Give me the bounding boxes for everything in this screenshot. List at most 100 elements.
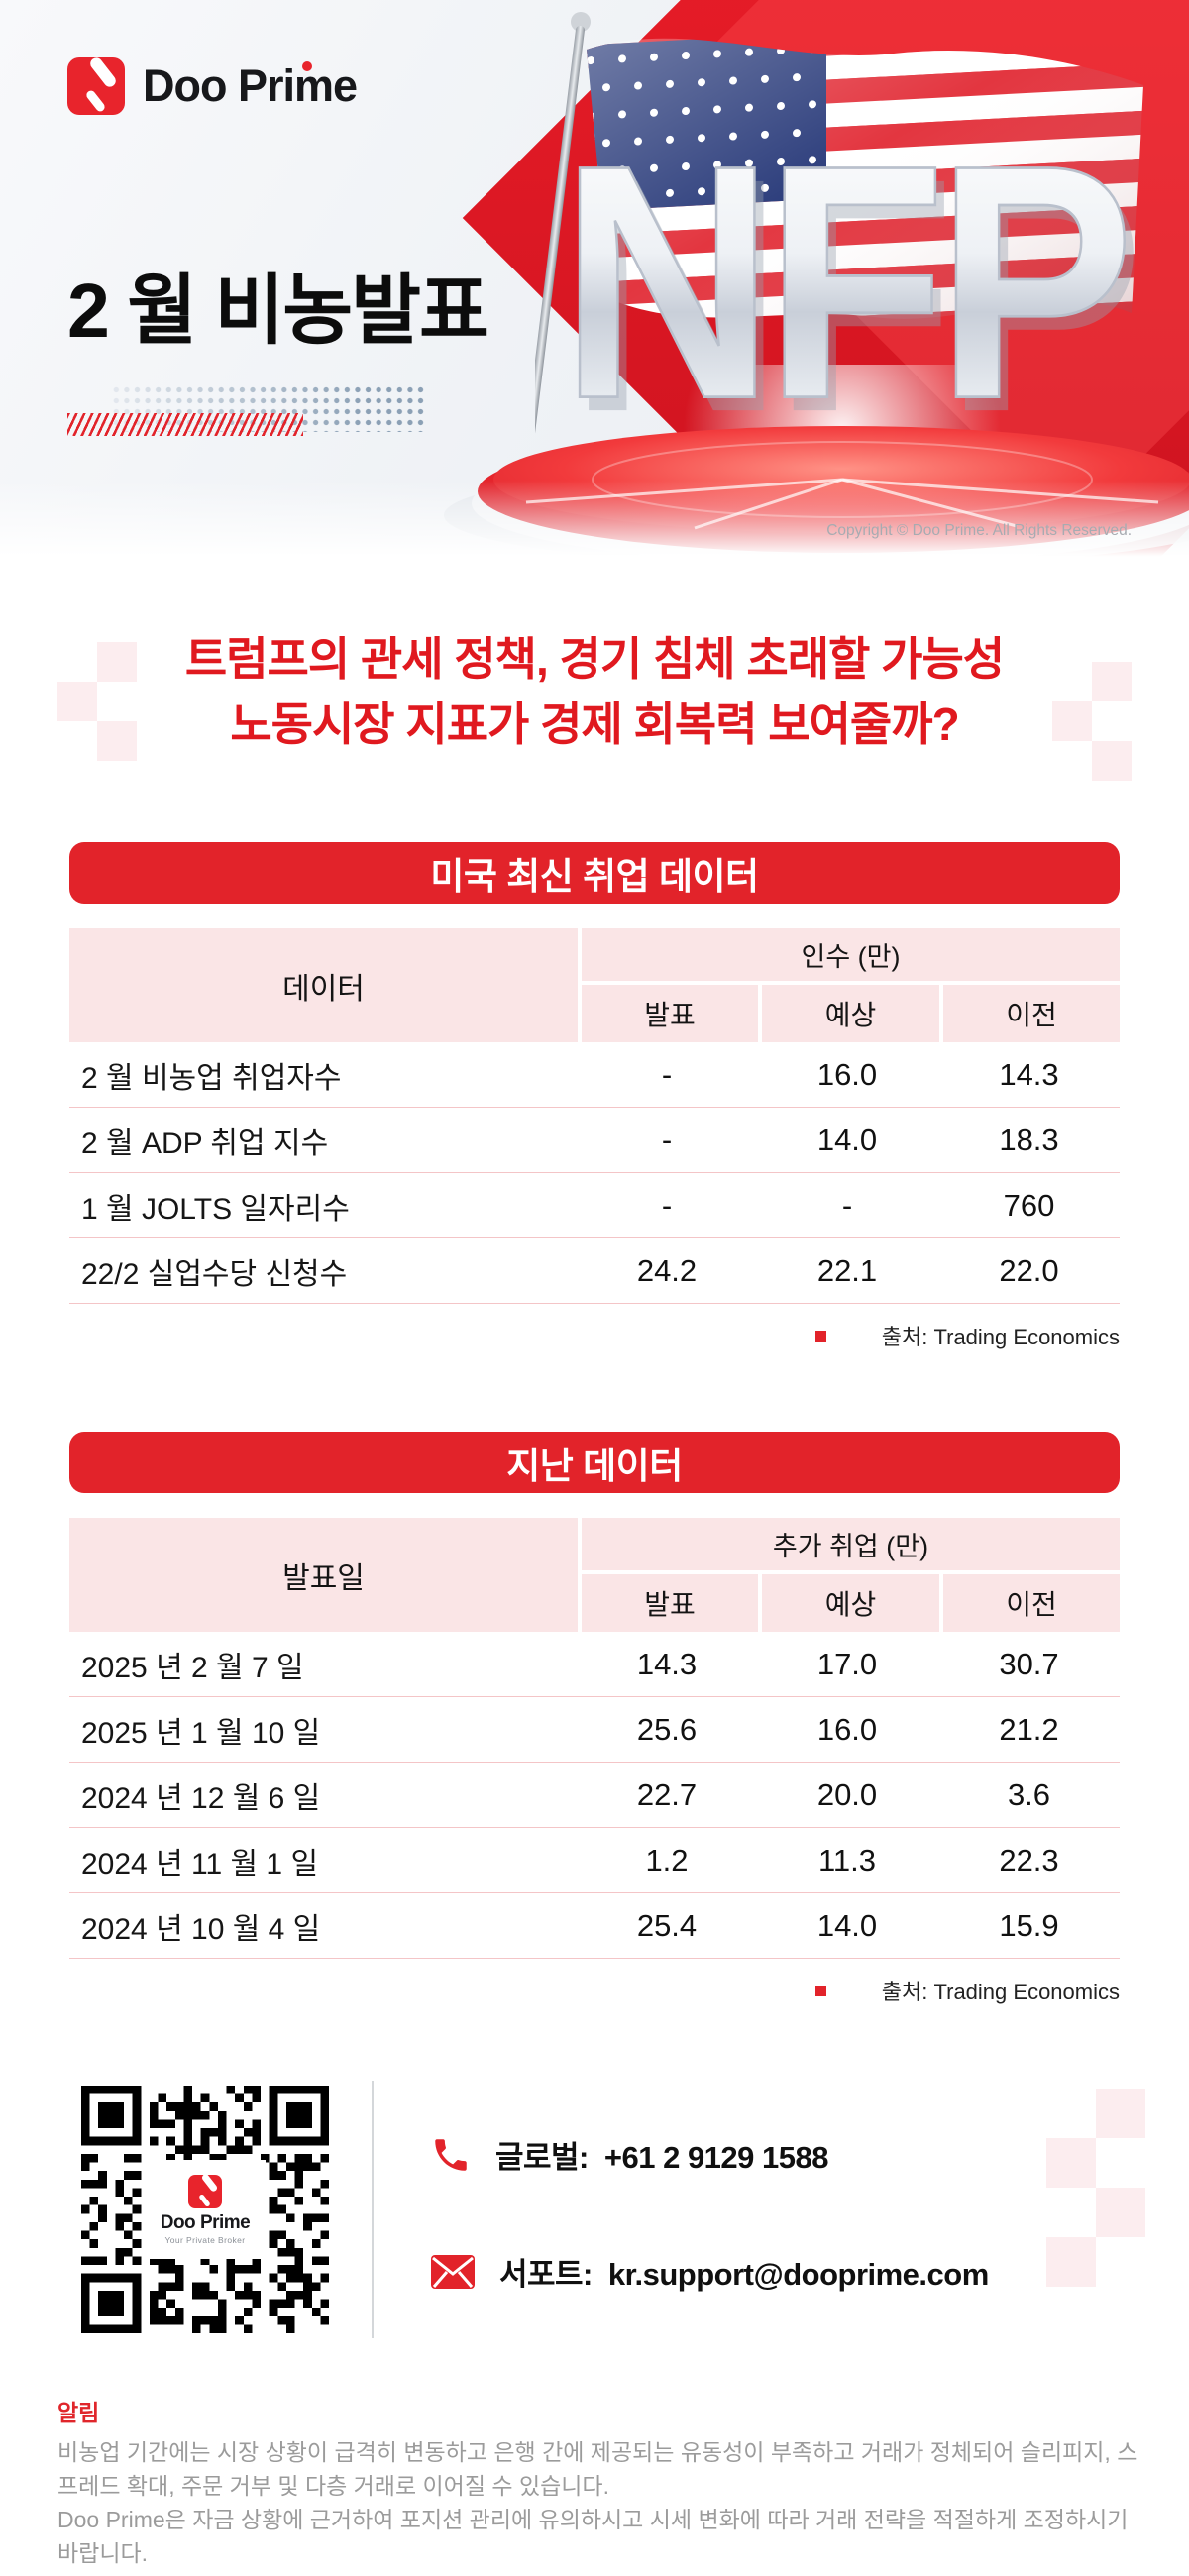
source-text: 출처: Trading Economics	[881, 1980, 1120, 2004]
row-label: 2025 년 2 월 7 일	[81, 1651, 304, 1684]
row-label: 2024 년 11 월 1 일	[81, 1847, 319, 1880]
table-header: 발표일 추가 취업 (만) 발표 예상 이전	[69, 1518, 1120, 1632]
vertical-divider	[372, 2081, 374, 2338]
table-row: 22/2 실업수당 신청수 24.2 22.1 22.0	[69, 1238, 1120, 1304]
qr-code: Doo Prime Your Private Broker	[81, 2083, 329, 2336]
row-value: -	[661, 1056, 673, 1092]
headline-line1: 트럼프의 관세 정책, 경기 침체 초래할 가능성	[184, 633, 1005, 685]
qr-center-logo: Doo Prime Your Private Broker	[145, 2160, 266, 2259]
headline-line2: 노동시장 지표가 경제 회복력 보여줄까?	[230, 698, 959, 750]
phone-number: +61 2 9129 1588	[603, 2140, 829, 2175]
disclaimer-paragraph-1: 비농업 기간에는 시장 상황이 급격히 변동하고 은행 간에 제공되는 유동성이…	[57, 2439, 1138, 2499]
disclaimer: 알림 비농업 기간에는 시장 상황이 급격히 변동하고 은행 간에 제공되는 유…	[57, 2394, 1139, 2570]
headline: 트럼프의 관세 정책, 경기 침체 초래할 가능성 노동시장 지표가 경제 회복…	[0, 626, 1189, 757]
column-header-data: 데이터	[69, 928, 578, 1042]
row-value: 22.0	[999, 1252, 1059, 1288]
row-value: 25.6	[636, 1711, 698, 1747]
column-header-previous: 이전	[943, 985, 1120, 1042]
row-value: 25.4	[636, 1907, 698, 1943]
table-row: 2 월 ADP 취업 지수 - 14.0 18.3	[69, 1108, 1120, 1173]
table-row: 2024 년 10 월 4 일 25.4 14.0 15.9	[69, 1893, 1120, 1959]
phone-contact-row: 글로벌: +61 2 9129 1588	[430, 2132, 828, 2177]
row-value: -	[661, 1122, 673, 1157]
section-title-bar: 지난 데이터	[69, 1432, 1120, 1493]
column-group: 추가 취업 (만) 발표 예상 이전	[582, 1518, 1120, 1632]
checker-decor-left	[57, 642, 137, 761]
contact-block: Doo Prime Your Private Broker 글로벌: +61 2 …	[81, 2081, 1132, 2348]
row-value: 17.0	[816, 1646, 878, 1681]
support-contact-row: 서포트: kr.support@dooprime.com	[430, 2249, 989, 2294]
checker-decor-contact	[1046, 2089, 1145, 2287]
nfp-3d-text: NFP NFP	[559, 96, 1145, 482]
phone-text: 글로벌: +61 2 9129 1588	[495, 2132, 828, 2177]
row-value: 24.2	[636, 1252, 698, 1288]
red-square-bullet-icon	[814, 1330, 826, 1342]
row-value: 30.7	[999, 1646, 1059, 1681]
column-header-actual: 발표	[582, 985, 758, 1042]
hatched-bar-decor	[67, 413, 303, 436]
disclaimer-paragraph-2: Doo Prime은 자금 상황에 근거하여 포지션 관리에 유의하시고 시세 …	[57, 2507, 1129, 2566]
brand-name: Doo Prime	[143, 60, 358, 111]
row-value: 14.0	[816, 1907, 878, 1943]
row-value: 11.3	[817, 1842, 877, 1878]
page-title: 2 월 비농발표	[67, 268, 489, 354]
hero-bottom-fade	[0, 481, 1189, 565]
column-group-header: 인수 (만)	[582, 928, 1120, 981]
table-body: 2 월 비농업 취업자수 - 16.0 14.3 2 월 ADP 취업 지수 - 14.0 1…	[69, 1042, 1120, 1304]
svg-text:NFP: NFP	[560, 97, 1127, 468]
row-value: 3.6	[1007, 1776, 1051, 1812]
red-square-bullet-icon	[814, 1985, 826, 1996]
row-label: 22/2 실업수당 신청수	[81, 1257, 348, 1291]
table-header: 데이터 인수 (만) 발표 예상 이전	[69, 928, 1120, 1042]
doo-prime-logo-icon	[188, 2174, 222, 2208]
doo-prime-logo-icon	[67, 57, 125, 115]
source-text: 출처: Trading Economics	[881, 1325, 1120, 1349]
row-value: 22.7	[636, 1776, 698, 1812]
table-row: 2024 년 11 월 1 일 1.2 11.3 22.3	[69, 1828, 1120, 1893]
table-row: 2 월 비농업 취업자수 - 16.0 14.3	[69, 1042, 1120, 1108]
row-value: 22.3	[999, 1842, 1059, 1878]
row-value: 20.0	[816, 1776, 878, 1812]
table-row: 2024 년 12 월 6 일 22.7 20.0 3.6	[69, 1763, 1120, 1828]
column-header-forecast: 예상	[762, 1574, 939, 1632]
row-label: 2025 년 1 월 10 일	[81, 1716, 321, 1750]
column-header-forecast: 예상	[762, 985, 939, 1042]
row-value: 14.3	[999, 1056, 1059, 1092]
section-past-data: 지난 데이터 발표일 추가 취업 (만) 발표 예상 이전 2025 년 2 월…	[69, 1432, 1120, 2006]
phone-icon	[435, 2138, 467, 2171]
us-flag-graphic	[535, 12, 1143, 481]
sub-headers: 발표 예상 이전	[582, 985, 1120, 1042]
support-email: kr.support@dooprime.com	[607, 2257, 989, 2292]
column-header-previous: 이전	[943, 1574, 1120, 1632]
row-value: -	[841, 1187, 853, 1223]
section-title: 지난 데이터	[506, 1446, 683, 1486]
table-row: 2025 년 1 월 10 일 25.6 16.0 21.2	[69, 1697, 1120, 1763]
row-label: 2024 년 10 월 4 일	[81, 1912, 321, 1946]
sub-headers: 발표 예상 이전	[582, 1574, 1120, 1632]
qr-code-pattern	[81, 2086, 329, 2333]
brand-name: Doo Prime	[160, 2211, 251, 2233]
section-title: 미국 최신 취업 데이터	[430, 856, 759, 897]
section-latest-us-jobs-data: 미국 최신 취업 데이터 데이터 인수 (만) 발표 예상 이전 2 월 비농업…	[69, 842, 1120, 1351]
row-value: 760	[1003, 1187, 1055, 1223]
table-body: 2025 년 2 월 7 일 14.3 17.0 30.7 2025 년 1 월 10 …	[69, 1632, 1120, 1959]
table-row: 2025 년 2 월 7 일 14.3 17.0 30.7	[69, 1632, 1120, 1697]
support-text: 서포트: kr.support@dooprime.com	[499, 2249, 989, 2294]
hero-banner: NFP NFP Doo Prime 2 월 비농발표 Copyright © D…	[0, 0, 1189, 565]
brand-tagline: Your Private Broker	[164, 2234, 246, 2245]
phone-label: 글로벌:	[495, 2140, 589, 2175]
row-value: 16.0	[816, 1056, 878, 1092]
row-label: 2 월 ADP 취업 지수	[81, 1127, 329, 1160]
row-value: 14.0	[816, 1122, 878, 1157]
disclaimer-title: 알림	[57, 2400, 100, 2425]
row-value: 18.3	[999, 1122, 1059, 1157]
envelope-icon	[431, 2254, 475, 2289]
logo-i-dot	[302, 61, 312, 71]
source-line: 출처: Trading Economics	[69, 1975, 1120, 2006]
doo-prime-logo: Doo Prime	[67, 57, 358, 115]
row-value: 22.1	[816, 1252, 878, 1288]
row-value: 14.3	[636, 1646, 698, 1681]
row-value: 21.2	[999, 1711, 1059, 1747]
table-row: 1 월 JOLTS 일자리수 - - 760	[69, 1173, 1120, 1238]
